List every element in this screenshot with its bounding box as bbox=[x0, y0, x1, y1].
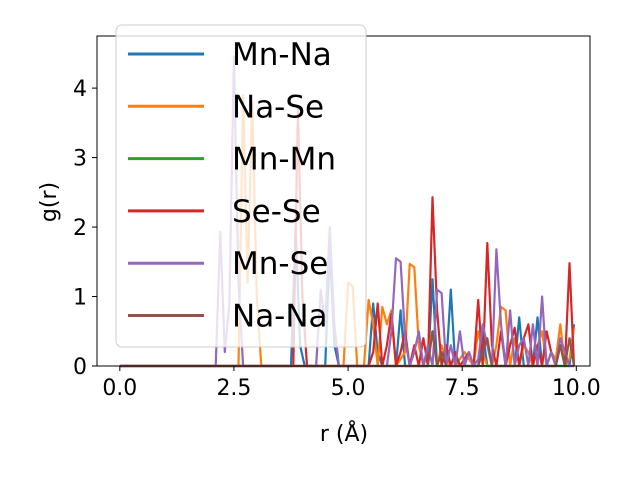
x-tick-label: 0.0 bbox=[102, 376, 137, 401]
x-tick-label: 7.5 bbox=[445, 376, 480, 401]
legend-label-na-se: Na-Se bbox=[232, 89, 324, 125]
y-tick-label: 0 bbox=[73, 355, 87, 380]
y-axis-label: g(r) bbox=[37, 182, 62, 222]
y-tick-label: 1 bbox=[73, 286, 87, 311]
x-tick-label: 5.0 bbox=[331, 376, 366, 401]
y-tick-label: 3 bbox=[73, 147, 87, 172]
legend-label-mn-mn: Mn-Mn bbox=[232, 142, 336, 178]
x-tick-label: 2.5 bbox=[216, 376, 251, 401]
legend-label-na-na: Na-Na bbox=[232, 299, 328, 335]
y-tick-label: 2 bbox=[73, 216, 87, 241]
legend-label-mn-se: Mn-Se bbox=[232, 246, 328, 282]
y-tick-label: 4 bbox=[73, 77, 87, 102]
legend-label-se-se: Se-Se bbox=[232, 194, 321, 230]
series-line-na-na bbox=[119, 330, 576, 368]
ticks: 0.0 2.5 5.0 7.5 10.0 0 1 2 3 4 bbox=[73, 77, 601, 401]
x-tick-label: 10.0 bbox=[552, 376, 601, 401]
x-axis-label: r (Å) bbox=[320, 420, 368, 447]
legend-label-mn-na: Mn-Na bbox=[232, 37, 332, 73]
legend: Mn-Na Na-Se Mn-Mn Se-Se Mn-Se Na-Na bbox=[115, 24, 367, 348]
